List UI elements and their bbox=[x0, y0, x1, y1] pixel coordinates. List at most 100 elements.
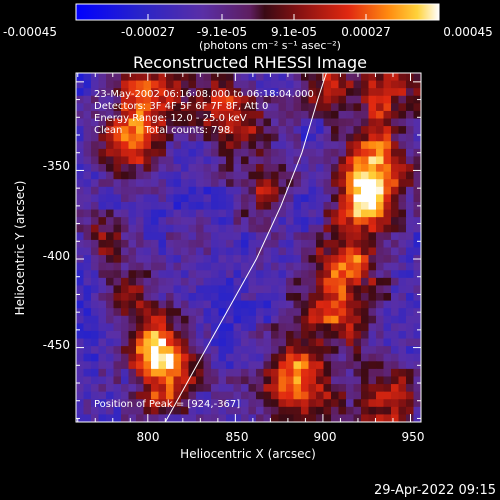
heatmap-cell bbox=[271, 300, 280, 309]
heatmap-cell bbox=[316, 308, 325, 317]
heatmap-cell bbox=[188, 346, 197, 355]
heatmap-cell bbox=[316, 126, 325, 135]
heatmap-cell bbox=[263, 171, 272, 180]
heatmap-cell bbox=[331, 376, 340, 385]
heatmap-cell bbox=[383, 133, 392, 142]
heatmap-cell bbox=[361, 338, 370, 347]
heatmap-cell bbox=[203, 126, 212, 135]
heatmap-cell bbox=[376, 126, 385, 135]
heatmap-cell bbox=[406, 141, 415, 150]
heatmap-cell bbox=[361, 201, 370, 211]
heatmap-cell bbox=[331, 414, 340, 422]
heatmap-cell bbox=[188, 270, 197, 279]
heatmap-cell bbox=[203, 406, 212, 416]
heatmap-cell bbox=[376, 368, 385, 378]
heatmap-cell bbox=[106, 270, 115, 279]
heatmap-cell bbox=[263, 399, 272, 408]
heatmap-cell bbox=[173, 323, 182, 332]
heatmap-cell bbox=[368, 384, 377, 393]
heatmap-cell bbox=[83, 346, 92, 355]
heatmap-cell bbox=[151, 186, 160, 195]
heatmap-cell bbox=[316, 376, 325, 385]
heatmap-cell bbox=[406, 293, 415, 302]
heatmap-cell bbox=[166, 399, 175, 408]
heatmap-cell bbox=[338, 255, 347, 264]
heatmap-cell bbox=[398, 293, 407, 302]
heatmap-cell bbox=[316, 148, 325, 158]
heatmap-cell bbox=[293, 368, 302, 378]
heatmap-cell bbox=[331, 103, 340, 112]
heatmap-cell bbox=[188, 399, 197, 408]
heatmap-cell bbox=[203, 262, 212, 271]
colorbar-tick-label: -9.1e-05 bbox=[197, 25, 247, 39]
heatmap-cell bbox=[121, 300, 130, 309]
heatmap-cell bbox=[286, 232, 295, 241]
heatmap-cell bbox=[383, 315, 392, 324]
heatmap-cell bbox=[323, 133, 332, 142]
heatmap-cell bbox=[353, 277, 362, 287]
heatmap-cell bbox=[151, 133, 160, 142]
heatmap-cell bbox=[353, 156, 362, 165]
heatmap-cell bbox=[278, 285, 287, 294]
heatmap-cell bbox=[151, 110, 160, 120]
heatmap-cell bbox=[383, 141, 392, 150]
heatmap-cell bbox=[241, 164, 250, 173]
heatmap-cell bbox=[233, 414, 242, 422]
heatmap-cell bbox=[128, 201, 137, 211]
heatmap-cell bbox=[166, 293, 175, 302]
heatmap-cell bbox=[196, 80, 205, 89]
heatmap-cell bbox=[346, 399, 355, 408]
heatmap-cell bbox=[346, 164, 355, 173]
heatmap-cell bbox=[76, 103, 85, 112]
heatmap-cell bbox=[128, 406, 137, 416]
heatmap-cell bbox=[413, 338, 421, 347]
heatmap-cell bbox=[218, 80, 227, 89]
heatmap-cell bbox=[368, 126, 377, 135]
heatmap-cell bbox=[158, 110, 167, 120]
heatmap-cell bbox=[361, 141, 370, 150]
heatmap-cell bbox=[151, 293, 160, 302]
heatmap-cell bbox=[361, 239, 370, 249]
heatmap-cell bbox=[106, 315, 115, 324]
heatmap-cell bbox=[98, 247, 107, 256]
heatmap-cell bbox=[218, 361, 227, 370]
heatmap-cell bbox=[173, 133, 182, 142]
heatmap-cell bbox=[301, 323, 310, 332]
heatmap-cell bbox=[211, 300, 220, 309]
heatmap-cell bbox=[331, 300, 340, 309]
heatmap-cell bbox=[293, 315, 302, 324]
heatmap-cell bbox=[361, 330, 370, 340]
heatmap-cell bbox=[323, 103, 332, 112]
heatmap-cell bbox=[106, 376, 115, 385]
heatmap-cell bbox=[278, 391, 287, 400]
heatmap-cell bbox=[128, 255, 137, 264]
heatmap-cell bbox=[98, 103, 107, 112]
heatmap-cell bbox=[211, 118, 220, 127]
heatmap-cell bbox=[248, 247, 257, 256]
heatmap-cell bbox=[83, 118, 92, 127]
heatmap-cell bbox=[76, 391, 85, 400]
heatmap-cell bbox=[143, 118, 152, 127]
heatmap-cell bbox=[398, 346, 407, 355]
heatmap-cell bbox=[181, 209, 190, 218]
heatmap-cell bbox=[391, 300, 400, 309]
heatmap-cell bbox=[158, 156, 167, 165]
heatmap-cell bbox=[376, 73, 385, 82]
heatmap-cell bbox=[361, 171, 370, 180]
heatmap-cell bbox=[98, 148, 107, 158]
heatmap-cell bbox=[143, 247, 152, 256]
heatmap-cell bbox=[151, 201, 160, 211]
heatmap-cell bbox=[166, 330, 175, 340]
heatmap-cell bbox=[293, 194, 302, 203]
heatmap-cell bbox=[413, 88, 421, 97]
heatmap-cell bbox=[158, 141, 167, 150]
heatmap-cell bbox=[113, 171, 122, 180]
heatmap-cell bbox=[98, 232, 107, 241]
heatmap-cell bbox=[256, 406, 265, 416]
heatmap-cell bbox=[338, 315, 347, 324]
heatmap-cell bbox=[211, 330, 220, 340]
heatmap-cell bbox=[331, 141, 340, 150]
heatmap-cell bbox=[361, 414, 370, 422]
heatmap-cell bbox=[91, 110, 100, 120]
heatmap-cell bbox=[271, 133, 280, 142]
